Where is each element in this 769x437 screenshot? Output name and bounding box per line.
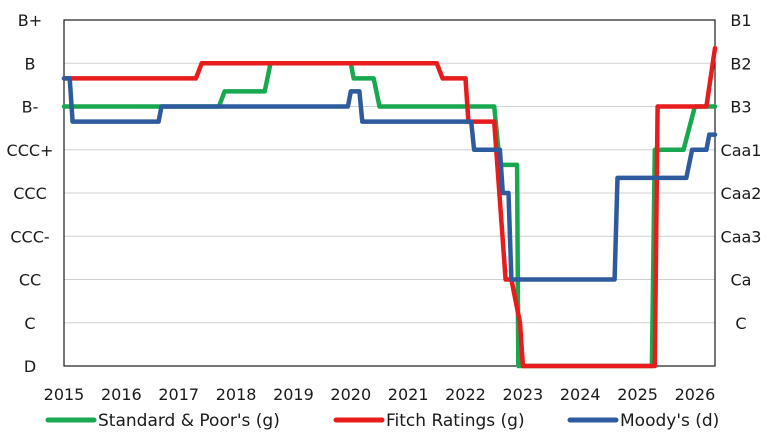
legend: Standard & Poor's (g) Fitch Ratings (g) Mo… — [45, 411, 719, 431]
y-left-tick-label: D — [24, 357, 36, 376]
legend-label-0: Standard & Poor's (g) — [98, 411, 280, 431]
y-right-tick-label: B2 — [730, 54, 751, 73]
x-tick-label: 2023 — [502, 385, 543, 404]
y-left-tick-label: C — [24, 314, 35, 333]
y-right-tick-label: Caa2 — [721, 184, 762, 203]
right-axis-ticks: B1 B2 B3 Caa1 Caa2 Caa3 Ca C — [721, 11, 762, 333]
y-left-tick-label: CCC- — [10, 227, 49, 246]
x-tick-label: 2026 — [675, 385, 716, 404]
y-right-tick-label: Ca — [731, 271, 752, 290]
y-left-tick-label: CCC — [13, 184, 47, 203]
x-tick-label: 2021 — [388, 385, 429, 404]
x-tick-label: 2024 — [560, 385, 601, 404]
x-tick-label: 2017 — [158, 385, 199, 404]
series-line-1 — [61, 45, 718, 369]
y-left-tick-label: B- — [22, 98, 39, 117]
legend-label-2: Moody's (d) — [620, 411, 719, 431]
x-tick-label: 2025 — [617, 385, 658, 404]
x-tick-label: 2016 — [101, 385, 142, 404]
x-tick-label: 2022 — [445, 385, 486, 404]
y-left-tick-label: B+ — [18, 11, 42, 30]
y-right-tick-label: Caa3 — [721, 227, 762, 246]
series-line-2 — [61, 76, 718, 282]
y-right-tick-label: Caa1 — [721, 141, 762, 160]
legend-label-1: Fitch Ratings (g) — [386, 411, 525, 431]
y-right-tick-label: B1 — [730, 11, 751, 30]
x-tick-label: 2019 — [273, 385, 314, 404]
y-left-tick-label: CC — [19, 271, 41, 290]
x-axis-ticks: 2015 2016 2017 2018 2019 2020 2021 2022 2023 2024… — [44, 385, 716, 404]
y-right-tick-label: B3 — [730, 98, 751, 117]
y-left-tick-label: B — [25, 54, 36, 73]
x-tick-label: 2015 — [44, 385, 85, 404]
y-left-tick-label: CCC+ — [7, 141, 54, 160]
series-line-0 — [61, 61, 718, 369]
y-right-tick-label: C — [735, 314, 746, 333]
plot-frame — [63, 19, 716, 367]
x-tick-label: 2020 — [330, 385, 371, 404]
x-tick-label: 2018 — [216, 385, 257, 404]
series-lines — [61, 45, 718, 369]
